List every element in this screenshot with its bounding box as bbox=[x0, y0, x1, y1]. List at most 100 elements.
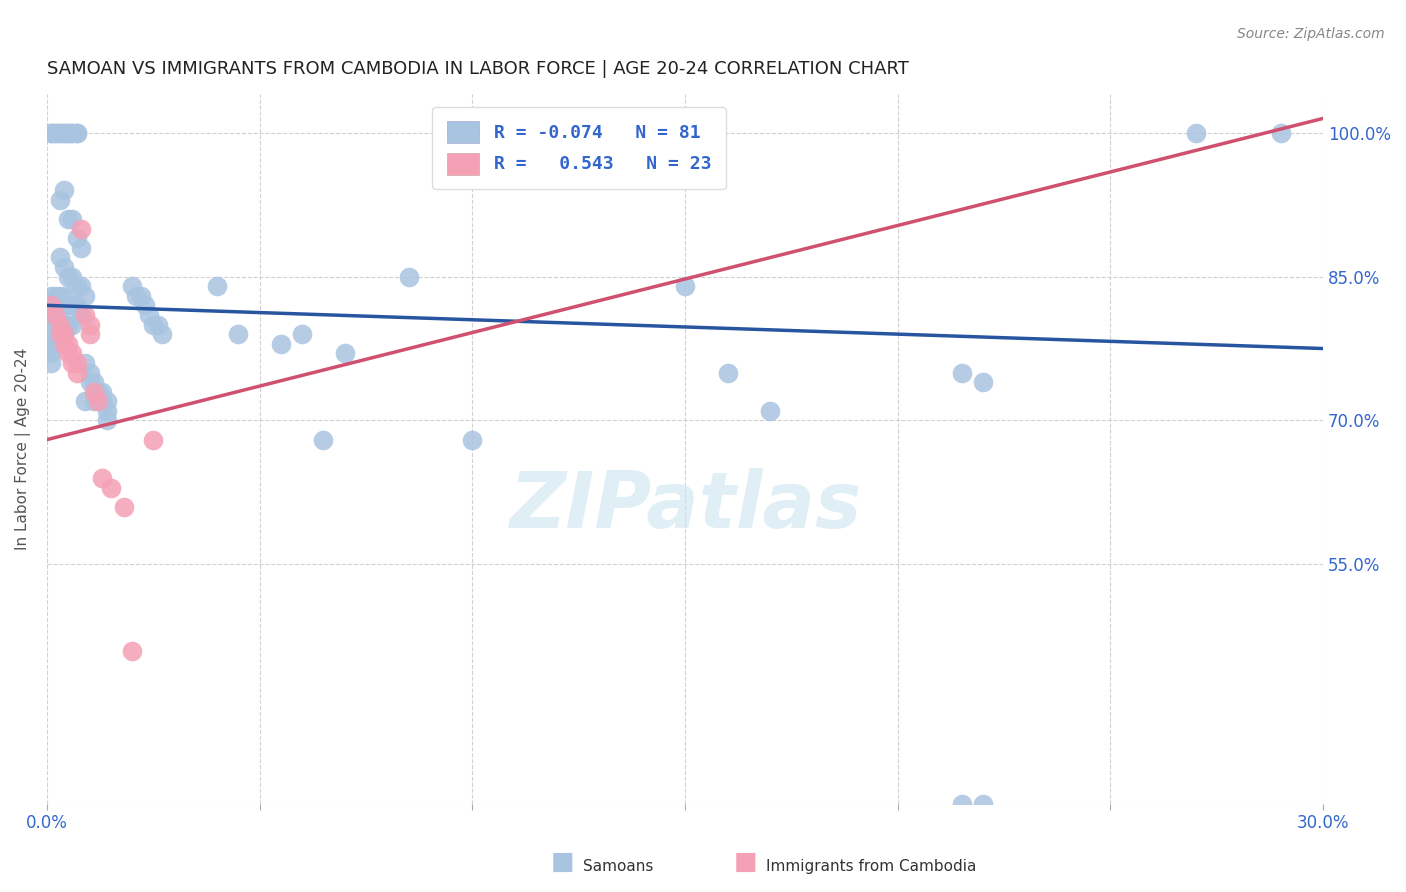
Point bbox=[759, 404, 782, 418]
Y-axis label: In Labor Force | Age 20-24: In Labor Force | Age 20-24 bbox=[15, 348, 31, 550]
Point bbox=[91, 471, 114, 485]
Point bbox=[48, 126, 70, 140]
Point bbox=[62, 212, 84, 227]
Point bbox=[39, 289, 62, 303]
Point bbox=[70, 308, 93, 322]
Point bbox=[91, 384, 114, 399]
Point bbox=[146, 318, 169, 332]
Point bbox=[673, 279, 696, 293]
Point bbox=[75, 308, 97, 322]
Point bbox=[75, 289, 97, 303]
Point bbox=[48, 327, 70, 342]
Point bbox=[53, 183, 76, 197]
Point bbox=[312, 433, 335, 447]
Point bbox=[53, 318, 76, 332]
Point bbox=[58, 346, 80, 360]
Point bbox=[134, 298, 156, 312]
Point bbox=[1184, 126, 1206, 140]
Point bbox=[129, 289, 152, 303]
Point bbox=[48, 193, 70, 207]
Point bbox=[75, 394, 97, 409]
Point bbox=[48, 318, 70, 332]
Point bbox=[66, 126, 89, 140]
Point bbox=[66, 126, 89, 140]
Point bbox=[62, 126, 84, 140]
Point bbox=[39, 346, 62, 360]
Text: Source: ZipAtlas.com: Source: ZipAtlas.com bbox=[1237, 27, 1385, 41]
Point bbox=[142, 433, 165, 447]
Point bbox=[79, 375, 101, 389]
Point bbox=[44, 126, 66, 140]
Point bbox=[1270, 126, 1292, 140]
Point bbox=[972, 375, 994, 389]
Point bbox=[87, 384, 110, 399]
Point bbox=[291, 327, 314, 342]
Point bbox=[48, 289, 70, 303]
Point bbox=[62, 346, 84, 360]
Point bbox=[270, 336, 292, 351]
Point bbox=[79, 366, 101, 380]
Point bbox=[205, 279, 228, 293]
Point bbox=[70, 241, 93, 255]
Point bbox=[39, 298, 62, 312]
Point bbox=[950, 797, 973, 811]
Point bbox=[58, 126, 80, 140]
Point bbox=[70, 279, 93, 293]
Point bbox=[58, 212, 80, 227]
Point bbox=[79, 327, 101, 342]
Point bbox=[83, 384, 105, 399]
Point bbox=[96, 413, 118, 427]
Point bbox=[53, 327, 76, 342]
Point bbox=[53, 126, 76, 140]
Point bbox=[53, 336, 76, 351]
Point bbox=[75, 356, 97, 370]
Point bbox=[44, 318, 66, 332]
Point bbox=[44, 289, 66, 303]
Text: SAMOAN VS IMMIGRANTS FROM CAMBODIA IN LABOR FORCE | AGE 20-24 CORRELATION CHART: SAMOAN VS IMMIGRANTS FROM CAMBODIA IN LA… bbox=[46, 60, 908, 78]
Text: ■: ■ bbox=[551, 850, 574, 874]
Point bbox=[333, 346, 356, 360]
Point bbox=[972, 797, 994, 811]
Point bbox=[91, 394, 114, 409]
Point bbox=[66, 279, 89, 293]
Point bbox=[66, 298, 89, 312]
Point bbox=[138, 308, 160, 322]
Point bbox=[66, 231, 89, 245]
Point bbox=[39, 336, 62, 351]
Point bbox=[53, 327, 76, 342]
Point bbox=[461, 433, 484, 447]
Point bbox=[48, 327, 70, 342]
Text: ZIPatlas: ZIPatlas bbox=[509, 468, 862, 544]
Text: Samoans: Samoans bbox=[583, 859, 654, 874]
Point bbox=[58, 336, 80, 351]
Text: ■: ■ bbox=[734, 850, 756, 874]
Point bbox=[62, 298, 84, 312]
Point bbox=[950, 366, 973, 380]
Point bbox=[62, 126, 84, 140]
Point bbox=[228, 327, 250, 342]
Point bbox=[48, 251, 70, 265]
Point bbox=[58, 298, 80, 312]
Point bbox=[62, 356, 84, 370]
Point bbox=[96, 394, 118, 409]
Point bbox=[83, 375, 105, 389]
Point bbox=[48, 126, 70, 140]
Point bbox=[48, 308, 70, 322]
Point bbox=[100, 481, 122, 495]
Point bbox=[58, 269, 80, 284]
Point bbox=[53, 126, 76, 140]
Point bbox=[87, 394, 110, 409]
Point bbox=[53, 289, 76, 303]
Point bbox=[44, 308, 66, 322]
Point bbox=[150, 327, 173, 342]
Point bbox=[96, 404, 118, 418]
Point bbox=[112, 500, 135, 514]
Point bbox=[398, 269, 420, 284]
Point bbox=[44, 308, 66, 322]
Point bbox=[39, 308, 62, 322]
Point bbox=[121, 643, 143, 657]
Point bbox=[79, 318, 101, 332]
Point bbox=[39, 318, 62, 332]
Point bbox=[121, 279, 143, 293]
Point bbox=[58, 126, 80, 140]
